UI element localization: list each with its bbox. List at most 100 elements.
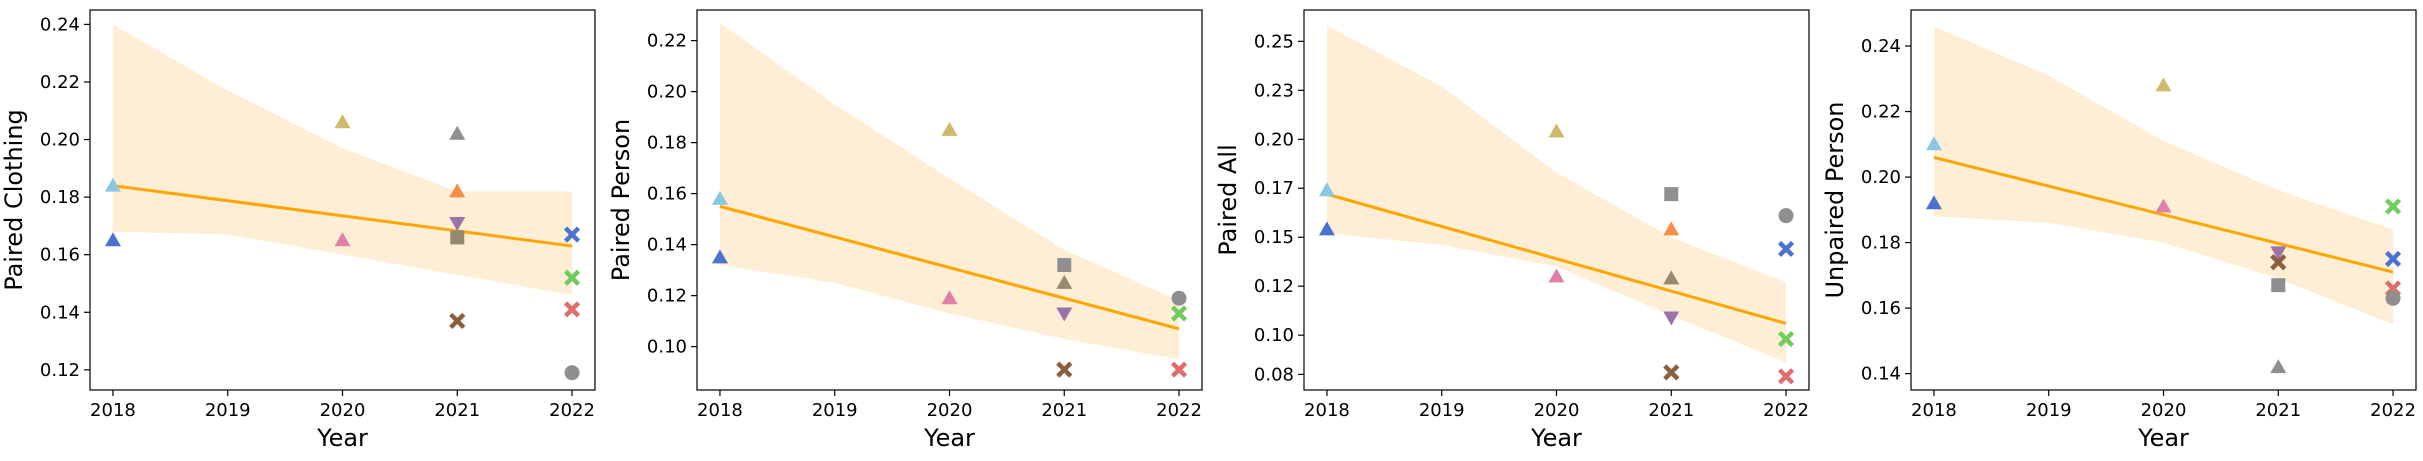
data-point-triangle-up: [104, 232, 121, 247]
y-tick-label: 0.16: [1861, 298, 1901, 319]
y-tick-label: 0.23: [1254, 80, 1294, 101]
x-tick-label: 2021: [434, 400, 480, 421]
y-tick-label: 0.12: [1254, 276, 1294, 297]
x-marker-stroke: [2384, 250, 2402, 268]
x-tick-label: 2019: [205, 400, 251, 421]
y-tick-label: 0.20: [1861, 167, 1901, 188]
y-tick-label: 0.16: [40, 245, 80, 266]
x-marker-stroke: [1170, 305, 1188, 322]
y-tick-label: 0.22: [40, 72, 80, 93]
y-tick-label: 0.18: [40, 187, 80, 208]
y-tick-label: 0.25: [1254, 31, 1294, 52]
data-point-x: [449, 312, 466, 330]
x-marker-stroke: [2384, 198, 2402, 215]
y-tick-label: 0.14: [1861, 364, 1901, 385]
trend-line: [1933, 155, 2394, 274]
x-tick-label: 2021: [2255, 400, 2301, 421]
trend-line: [719, 204, 1180, 331]
x-tick-label: 2018: [1304, 400, 1350, 421]
x-tick-label: 2020: [320, 400, 366, 421]
x-marker-stroke: [2270, 254, 2287, 271]
data-point-square: [1664, 187, 1679, 202]
x-marker-stroke: [1663, 364, 1680, 381]
data-point-triangle-up: [104, 177, 121, 192]
data-point-square: [2271, 278, 2286, 293]
data-point-triangle-up: [1318, 221, 1335, 236]
x-marker-stroke: [563, 301, 581, 318]
y-tick-label: 0.24: [40, 14, 80, 35]
chart-panel-1: 2018 2019 2020 2021 2022 0.12 0.14 0.16 0.18 0.20…: [0, 9, 596, 452]
x-tick-label: 2019: [1419, 400, 1465, 421]
data-point-x: [1056, 361, 1073, 378]
y-tick-label: 0.12: [647, 286, 687, 307]
data-point-triangle-down: [1663, 311, 1680, 326]
data-point-square: [450, 230, 465, 245]
x-tick-label: 2018: [90, 400, 136, 421]
data-point-triangle-down: [1056, 307, 1073, 322]
data-point-x: [2270, 254, 2287, 271]
y-tick-label: 0.10: [1254, 325, 1294, 346]
data-point-circle: [1171, 290, 1187, 306]
x-tick-label: 2019: [812, 400, 858, 421]
data-point-triangle-up: [1663, 270, 1680, 285]
data-point-triangle-up: [2270, 359, 2287, 374]
x-tick-label: 2018: [1911, 400, 1957, 421]
data-point-triangle-up: [334, 232, 351, 247]
x-marker-stroke: [1777, 330, 1795, 348]
y-tick-label: 0.18: [647, 133, 687, 154]
data-point-x: [1170, 305, 1188, 322]
chart-panel-4: 2018 2019 2020 2021 2022 0.14 0.16 0.18 0.20 0.22…: [1821, 9, 2417, 452]
data-point-x: [2384, 250, 2402, 268]
x-tick-label: 2019: [2026, 400, 2072, 421]
data-point-square: [1057, 258, 1072, 273]
data-point-x: [1777, 240, 1795, 258]
data-point-circle: [1778, 208, 1794, 224]
y-tick-label: 0.22: [647, 31, 687, 52]
data-point-triangle-up: [1925, 136, 1942, 151]
x-tick-label: 2022: [549, 400, 595, 421]
x-axis-label: Year: [2137, 424, 2189, 452]
data-point-triangle-up: [1548, 268, 1565, 283]
data-point-triangle-up: [449, 183, 466, 198]
x-tick-label: 2020: [927, 400, 973, 421]
data-point-circle: [564, 365, 580, 381]
data-point-triangle-up: [941, 290, 958, 305]
x-tick-label: 2021: [1648, 400, 1694, 421]
data-point-x: [563, 269, 581, 286]
data-point-triangle-up: [1318, 182, 1335, 197]
data-point-triangle-up: [1663, 221, 1680, 236]
x-axis-label: Year: [316, 424, 368, 452]
data-point-triangle-up: [941, 121, 958, 136]
x-tick-label: 2021: [1041, 400, 1087, 421]
data-point-triangle-up: [711, 249, 728, 264]
x-tick-label: 2022: [1156, 400, 1202, 421]
x-tick-label: 2020: [2141, 400, 2187, 421]
data-point-x: [1777, 368, 1795, 385]
data-point-triangle-up: [2155, 198, 2172, 213]
y-axis-label: Paired Person: [607, 119, 635, 281]
y-tick-label: 0.18: [1861, 233, 1901, 254]
x-marker-stroke: [563, 269, 581, 286]
y-tick-label: 0.08: [1254, 364, 1294, 385]
y-axis-label: Unpaired Person: [1821, 101, 1849, 298]
data-point-x: [1777, 330, 1795, 348]
chart-panel-3: 2018 2019 2020 2021 2022 0.08 0.10 0.12 0.15 0.17…: [1214, 9, 1810, 452]
y-tick-label: 0.14: [647, 235, 687, 256]
x-tick-label: 2018: [697, 400, 743, 421]
trend-line: [1326, 192, 1787, 325]
x-marker-stroke: [1170, 361, 1188, 378]
y-tick-label: 0.17: [1254, 178, 1294, 199]
y-tick-label: 0.22: [1861, 102, 1901, 123]
x-tick-label: 2020: [1534, 400, 1580, 421]
data-point-x: [1170, 361, 1188, 378]
chart-panel-2: 2018 2019 2020 2021 2022 0.10 0.12 0.14 0.16 0.18…: [607, 9, 1203, 452]
y-axis-label: Paired All: [1214, 144, 1242, 256]
y-tick-label: 0.24: [1861, 36, 1901, 57]
y-axis-label: Paired Clothing: [0, 109, 28, 291]
confidence-band: [112, 24, 573, 295]
y-tick-label: 0.10: [647, 337, 687, 358]
data-point-triangle-up: [2155, 77, 2172, 92]
data-point-x: [563, 301, 581, 318]
data-point-triangle-down: [2270, 246, 2287, 261]
